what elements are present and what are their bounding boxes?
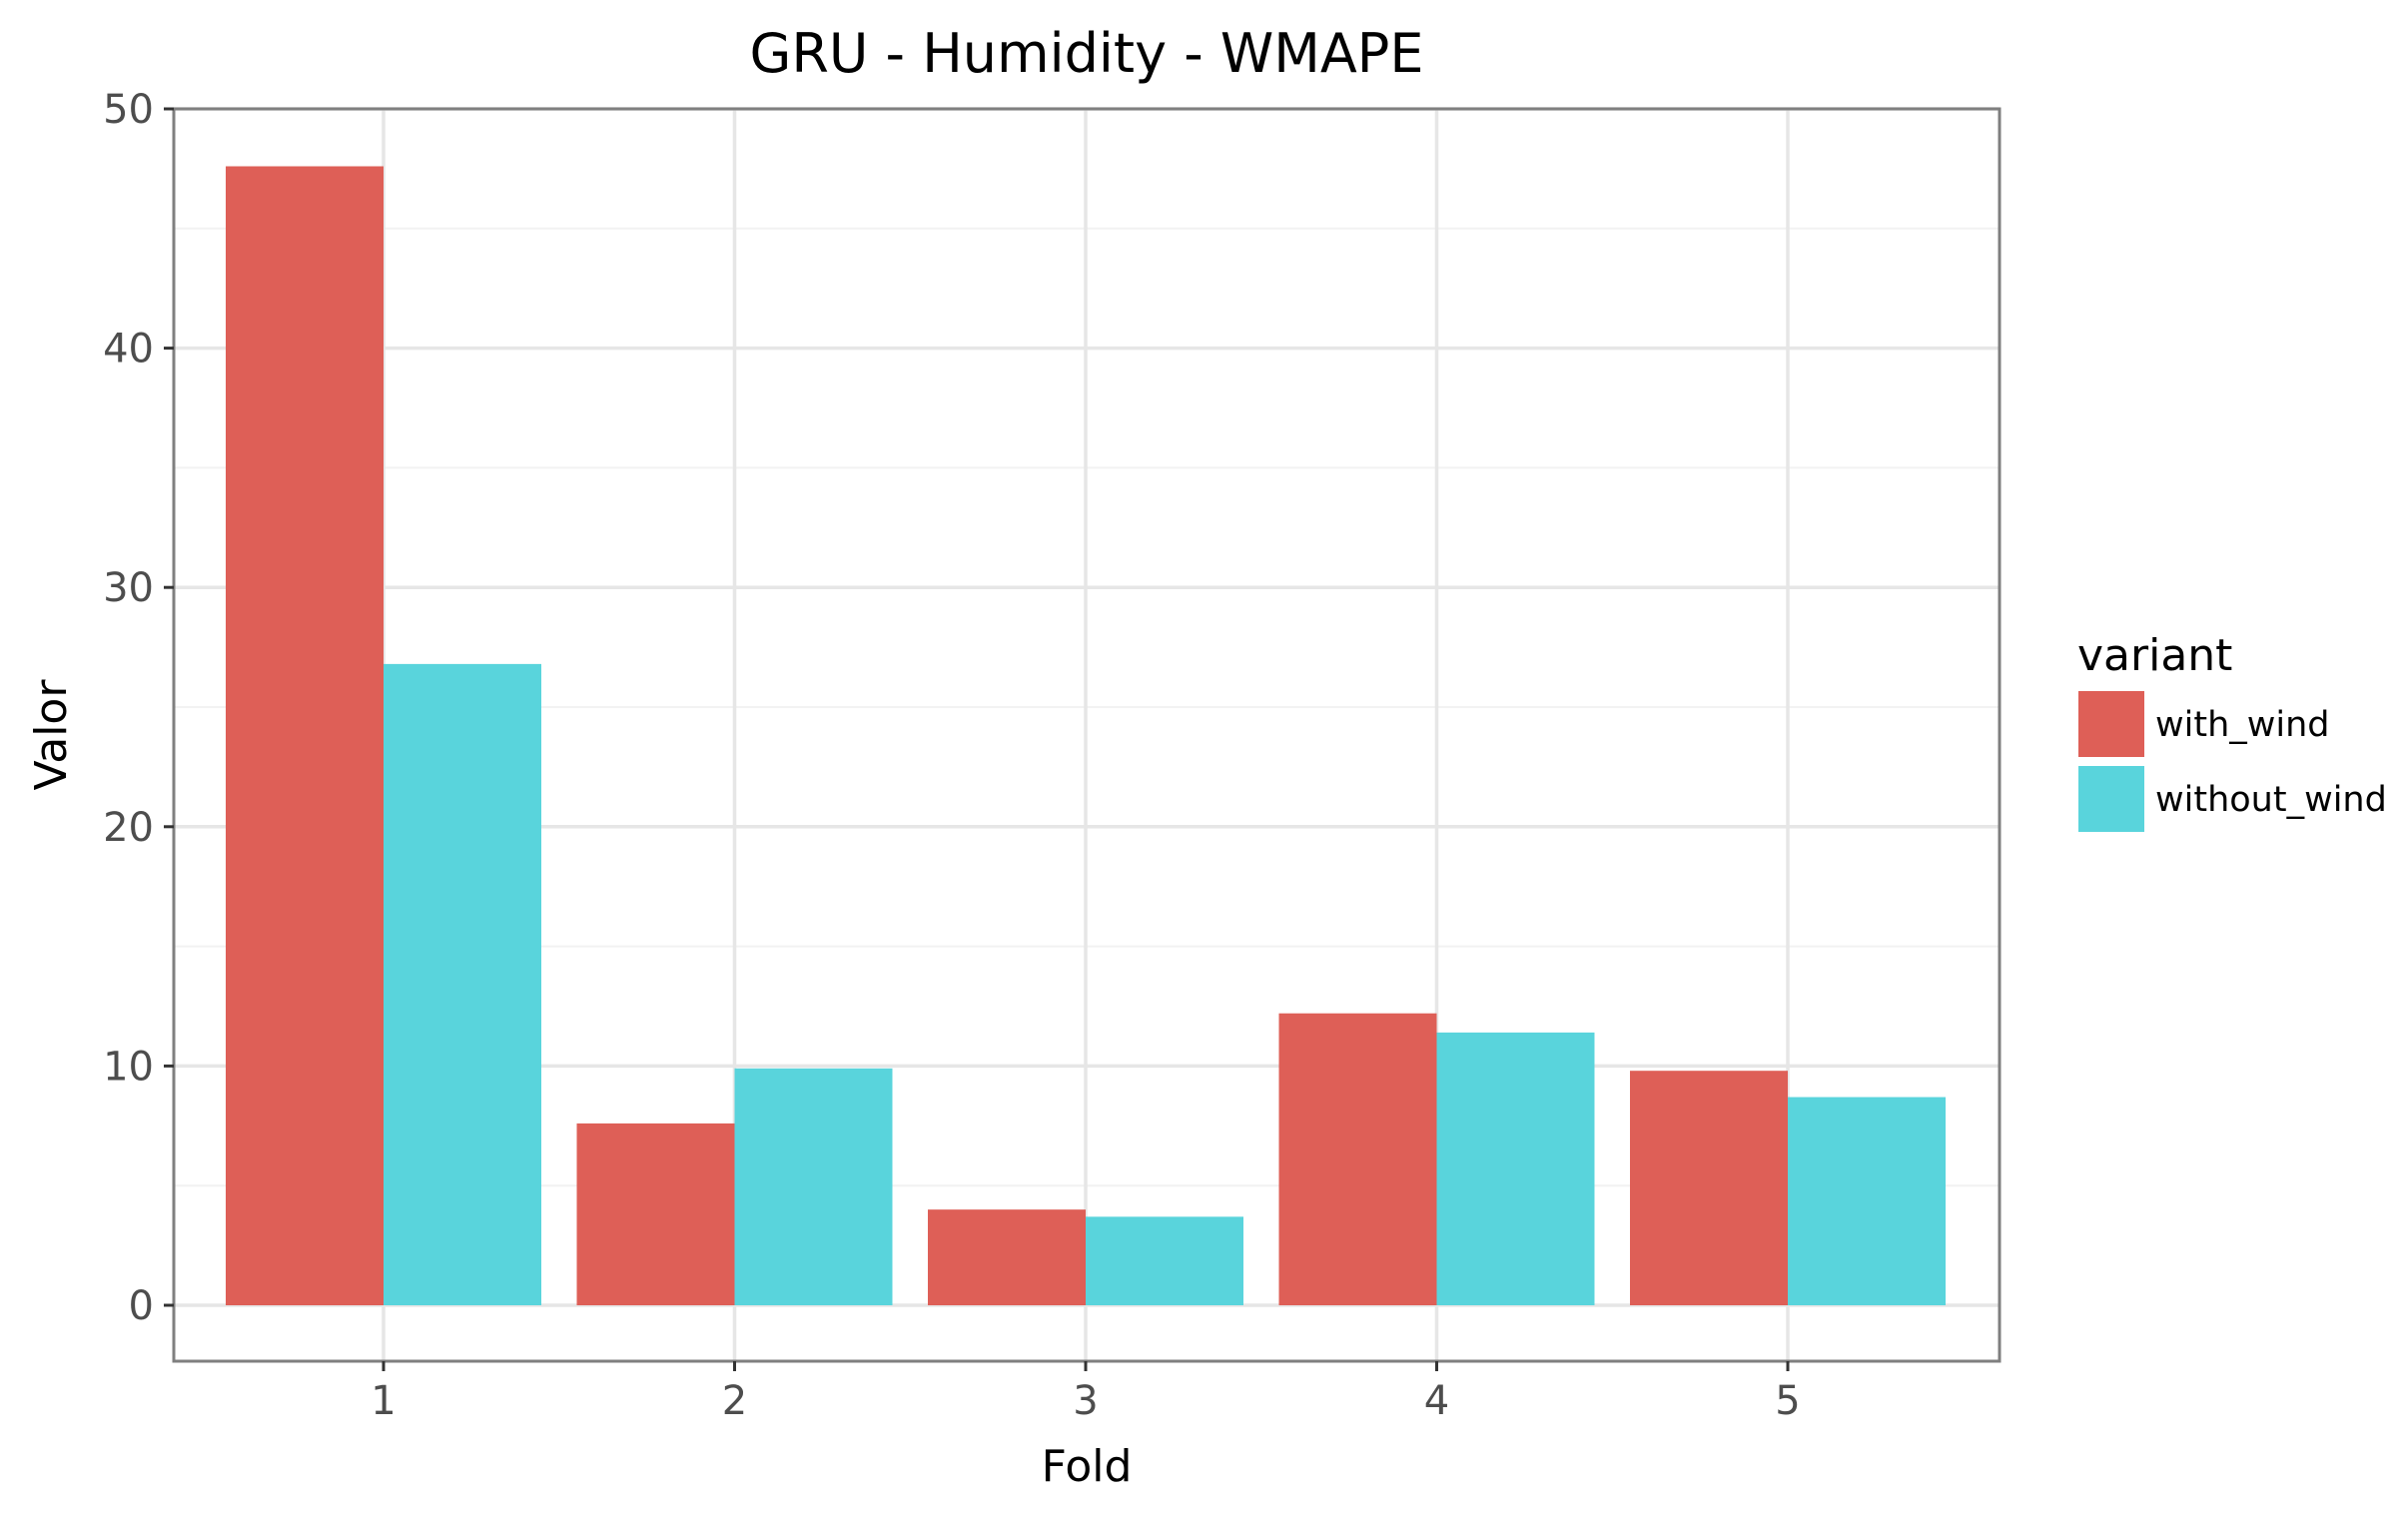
- y-tick-label: 40: [103, 327, 154, 373]
- bar-without_wind-fold-2: [734, 1068, 893, 1305]
- bar-without_wind-fold-3: [1086, 1216, 1243, 1305]
- y-tick-label: 0: [129, 1283, 154, 1329]
- bar-with_wind-fold-1: [226, 166, 384, 1305]
- bar-with_wind-fold-4: [1278, 1013, 1437, 1305]
- y-tick-label: 30: [103, 565, 154, 611]
- x-tick-label: 1: [371, 1378, 396, 1424]
- bar-with_wind-fold-5: [1630, 1071, 1788, 1305]
- x-axis-title: Fold: [1042, 1441, 1133, 1492]
- legend-key-without_wind: [2078, 766, 2144, 832]
- chart-title: GRU - Humidity - WMAPE: [750, 22, 1424, 85]
- bar-with_wind-fold-3: [928, 1209, 1086, 1305]
- y-tick-label: 50: [103, 87, 154, 133]
- bar-without_wind-fold-5: [1788, 1097, 1946, 1305]
- axes: 0 10 20 30 40 50 1 2 3 4 5: [103, 87, 1801, 1424]
- bar-with_wind-fold-2: [576, 1123, 735, 1305]
- legend-key-with_wind: [2078, 691, 2144, 757]
- y-tick-label: 20: [103, 805, 154, 851]
- legend-label-with_wind: with_wind: [2155, 705, 2330, 745]
- legend-title: variant: [2077, 630, 2232, 681]
- y-axis-title: Valor: [26, 679, 77, 791]
- x-tick-label: 4: [1424, 1378, 1449, 1424]
- bars: [226, 166, 1946, 1305]
- x-tick-label: 2: [722, 1378, 747, 1424]
- legend-label-without_wind: without_wind: [2155, 780, 2387, 820]
- x-tick-label: 3: [1073, 1378, 1098, 1424]
- bar-without_wind-fold-4: [1436, 1032, 1595, 1305]
- x-tick-label: 5: [1775, 1378, 1800, 1424]
- y-tick-label: 10: [103, 1044, 154, 1090]
- bar-without_wind-fold-1: [384, 663, 541, 1305]
- legend: variant with_wind without_wind: [2077, 630, 2387, 832]
